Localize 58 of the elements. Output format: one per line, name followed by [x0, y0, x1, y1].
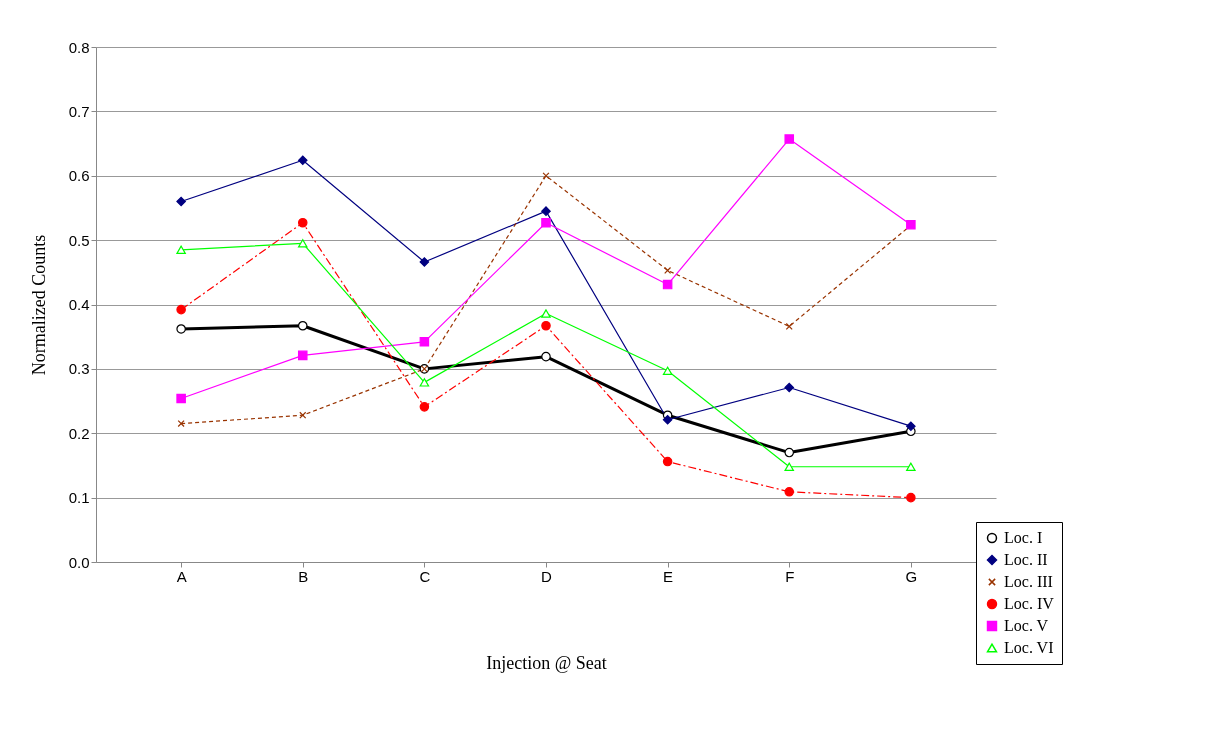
x-tick-label: E — [663, 567, 674, 585]
point — [419, 257, 430, 267]
x-tick-label: A — [176, 567, 187, 585]
point — [906, 421, 916, 431]
y-tick-label: 0.2 — [68, 424, 90, 442]
point — [297, 350, 308, 361]
x-tick-label: C — [419, 567, 431, 585]
point — [297, 239, 308, 248]
point — [785, 322, 793, 330]
point — [541, 217, 551, 228]
point — [176, 324, 186, 334]
point — [906, 492, 916, 503]
point — [662, 456, 673, 467]
point — [419, 378, 430, 387]
legend-label: Loc. IV — [1004, 595, 1055, 612]
legend-label: Loc. I — [1004, 529, 1043, 546]
y-tick-label: 0.8 — [68, 38, 90, 56]
point — [541, 206, 551, 216]
point — [662, 366, 673, 376]
point — [176, 304, 186, 315]
point — [784, 134, 795, 144]
point — [176, 245, 186, 254]
y-tick-label: 0.3 — [68, 360, 90, 378]
point — [784, 382, 795, 393]
legend-label: Loc. VI — [1004, 639, 1054, 656]
x-tick-label: F — [785, 567, 795, 585]
point — [784, 487, 795, 497]
x-tick-label: D — [541, 567, 553, 585]
point — [176, 393, 186, 404]
point — [784, 447, 795, 458]
point — [541, 309, 551, 318]
legend-label: Loc. III — [1004, 573, 1053, 590]
y-tick-label: 0.4 — [68, 296, 90, 313]
point — [662, 279, 673, 290]
point — [297, 217, 308, 228]
y-axis-title: Normalized Counts — [28, 234, 49, 376]
point — [176, 196, 186, 207]
y-tick-label: 0.0 — [68, 553, 90, 571]
point — [542, 172, 550, 180]
y-tick-label: 0.1 — [68, 489, 90, 507]
point — [906, 462, 916, 471]
x-tick-label: G — [905, 567, 918, 585]
x-tick-label: B — [298, 567, 309, 585]
legend-label: Loc. V — [1004, 617, 1049, 634]
point — [297, 155, 308, 166]
y-tick-label: 0.7 — [68, 102, 90, 120]
legend-label: Loc. II — [1004, 551, 1048, 568]
point — [662, 414, 673, 425]
point — [541, 351, 551, 362]
x-axis-title: Injection @ Seat — [486, 652, 607, 673]
y-tick-label: 0.5 — [68, 231, 90, 249]
point — [297, 320, 308, 331]
point — [541, 320, 551, 331]
point — [177, 420, 185, 428]
point — [419, 337, 430, 347]
point — [419, 402, 430, 412]
y-tick-label: 0.6 — [68, 167, 90, 185]
point — [784, 462, 795, 471]
